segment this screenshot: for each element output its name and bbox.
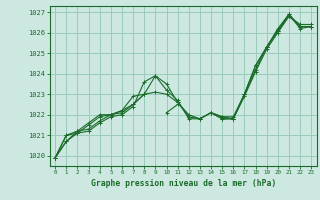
X-axis label: Graphe pression niveau de la mer (hPa): Graphe pression niveau de la mer (hPa) xyxy=(91,179,276,188)
